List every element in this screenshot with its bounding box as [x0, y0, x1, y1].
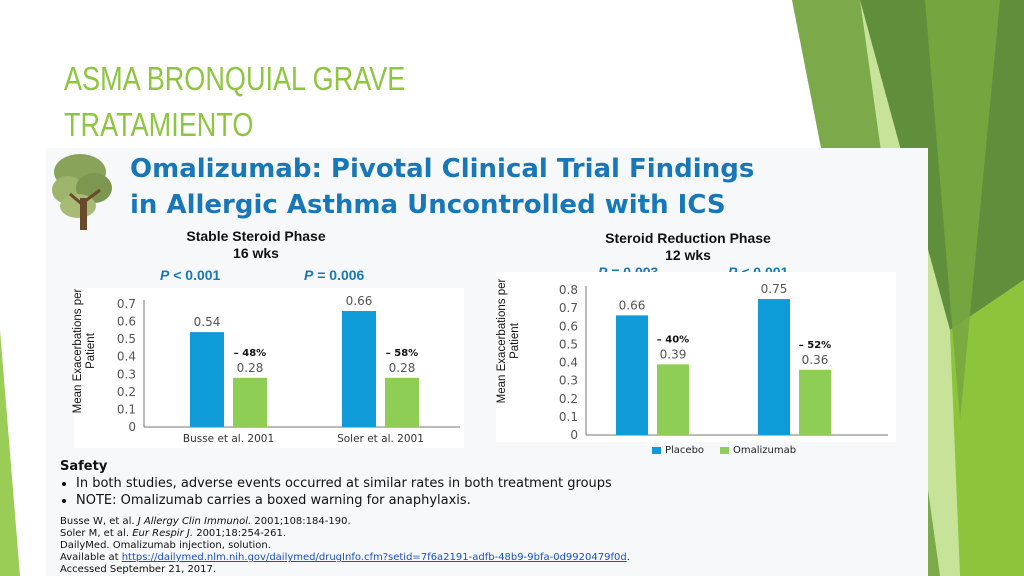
chart2-bar-placebo	[616, 315, 648, 435]
figure-panel: Omalizumab: Pivotal Clinical Trial Findi…	[46, 148, 928, 576]
ref1-journal: J Allergy Clin Immunol.	[137, 516, 252, 527]
slide-title-line1: ASMA BRONQUIAL GRAVE	[64, 60, 406, 97]
reference-2: Soler M, et al. Eur Respir J. 2001;18:25…	[60, 528, 630, 540]
chart1-bar-placebo	[190, 332, 224, 427]
chart1-title: Stable Steroid Phase 16 wks	[156, 228, 356, 262]
ref2-journal: Eur Respir J.	[132, 528, 194, 539]
legend-omalizumab: Omalizumab	[719, 445, 797, 456]
dailymed-link[interactable]: https://dailymed.nlm.nih.gov/dailymed/dr…	[121, 552, 627, 563]
deco-facet	[0, 330, 20, 576]
chart1-data-label: 0.28	[237, 361, 264, 375]
chart1-y-tick-label: 0.4	[117, 350, 136, 364]
ref4-suffix: .	[626, 552, 630, 563]
reference-4: Available at https://dailymed.nlm.nih.go…	[60, 552, 630, 564]
ref2-rest: 2001;18:254-261.	[196, 528, 287, 539]
chart1-pvalue-2: P = 0.006	[304, 267, 365, 283]
chart2-title-text: Steroid Reduction Phase	[605, 230, 771, 246]
chart1-data-label: 0.66	[346, 294, 373, 308]
references: Busse W, et al. J Allergy Clin Immunol. …	[60, 516, 630, 576]
chart1-pvalue-2-text: = 0.006	[317, 267, 365, 283]
safety-section: Safety In both studies, adverse events o…	[60, 458, 612, 509]
figure-title-line1: Omalizumab: Pivotal Clinical Trial Findi…	[130, 154, 755, 184]
chart2-y-tick-label: 0.4	[559, 356, 578, 370]
chart1-y-tick-label: 0.3	[117, 367, 136, 381]
chart2-bar-omalizumab	[657, 364, 689, 435]
chart1-y-tick-label: 0.7	[117, 297, 136, 311]
chart2-bar-placebo	[758, 299, 790, 435]
legend-swatch-omalizumab	[719, 446, 729, 454]
chart2-data-label: 0.75	[761, 282, 788, 296]
chart2-y-tick-label: 0.6	[559, 319, 578, 333]
chart1-y-tick-label: 0.6	[117, 315, 136, 329]
chart2-subtitle: 12 wks	[665, 247, 711, 263]
chart1-title-text: Stable Steroid Phase	[186, 228, 326, 244]
chart2-y-tick-label: 0	[570, 428, 578, 442]
ref1-authors: Busse W, et al.	[60, 516, 135, 527]
chart1-pvalue-1-text: < 0.001	[173, 267, 221, 283]
chart1-pvalue-1: P < 0.001	[160, 267, 221, 283]
legend-omalizumab-label: Omalizumab	[732, 445, 797, 456]
legend-placebo-label: Placebo	[665, 445, 705, 456]
deco-facet	[950, 280, 1024, 576]
chart1-bar-omalizumab	[233, 377, 267, 427]
chart1-bar-placebo	[342, 311, 376, 427]
chart1-area: Mean Exacerbations per Patient 0 0.1 0.2 0.…	[72, 288, 464, 448]
figure-title-line2: in Allergic Asthma Uncontrolled with ICS	[130, 190, 726, 220]
chart1-svg: 0 0.1 0.2 0.3 0.4 0.5 0.6 0.7 0.54 0.28 – 48% Busse…	[117, 294, 460, 445]
chart2-y-tick-label: 0.1	[559, 410, 578, 424]
chart2-data-label: 0.36	[802, 353, 829, 367]
reference-1: Busse W, et al. J Allergy Clin Immunol. …	[60, 516, 630, 528]
chart1-data-label: 0.28	[389, 361, 416, 375]
chart2-title: Steroid Reduction Phase 12 wks	[568, 230, 808, 264]
chart2-y-tick-label: 0.3	[559, 374, 578, 388]
chart1-y-tick-label: 0	[128, 420, 136, 434]
reference-5: Accessed September 21, 2017.	[60, 564, 217, 575]
chart1-y-tick-label: 0.1	[117, 402, 136, 416]
chart1-category-label: Busse et al. 2001	[183, 433, 274, 445]
chart1-reduction-label: – 48%	[234, 348, 266, 359]
legend-swatch-placebo	[652, 446, 661, 454]
safety-bullet-2: NOTE: Omalizumab carries a boxed warning…	[76, 492, 612, 509]
safety-bullet-1: In both studies, adverse events occurred…	[76, 475, 612, 492]
reference-3: DailyMed. Omalizumab injection, solution…	[60, 540, 271, 551]
legend-placebo: Placebo	[652, 445, 704, 456]
chart2-reduction-label: – 40%	[657, 334, 689, 345]
legend: Placebo Omalizumab	[652, 445, 796, 456]
chart1-y-tick-label: 0.5	[117, 332, 136, 346]
deco-facet	[925, 0, 1000, 420]
chart2-bar-omalizumab	[799, 369, 831, 435]
chart1-category-label: Soler et al. 2001	[337, 433, 424, 445]
safety-heading: Safety	[60, 459, 108, 474]
chart1-reduction-label: – 58%	[386, 348, 418, 359]
chart2-y-tick-label: 0.8	[559, 283, 578, 297]
chart2-data-label: 0.39	[660, 347, 687, 361]
chart2-category-label: Busse et al. 2001	[607, 441, 698, 442]
chart1-data-label: 0.54	[194, 315, 221, 329]
tree-logo-icon	[52, 154, 112, 230]
ref2-authors: Soler M, et al.	[60, 528, 130, 539]
chart2-y-tick-label: 0.7	[559, 301, 578, 315]
safety-list: In both studies, adverse events occurred…	[60, 475, 612, 509]
chart2-data-label: 0.66	[619, 298, 646, 312]
chart1-y-tick-label: 0.2	[117, 385, 136, 399]
chart2-y-tick-label: 0.2	[559, 392, 578, 406]
chart2-reduction-label: – 52%	[799, 340, 831, 351]
chart1-bar-omalizumab	[385, 377, 419, 427]
chart2-y-tick-label: 0.5	[559, 337, 578, 351]
chart2-area: Mean Exacerbations per Patient 0 0.1 0.2 0.…	[496, 272, 896, 442]
chart2-svg: 0 0.1 0.2 0.3 0.4 0.5 0.6 0.7 0.8 0.66 0.39 – 40% Bu…	[559, 282, 888, 442]
ref4-prefix: Available at	[60, 552, 119, 563]
slide-title-line2: TRATAMIENTO	[64, 106, 254, 143]
chart1-subtitle: 16 wks	[233, 245, 279, 261]
chart2-category-label: Soler et al. 2001	[751, 441, 838, 442]
ref1-rest: 2001;108:184-190.	[254, 516, 351, 527]
